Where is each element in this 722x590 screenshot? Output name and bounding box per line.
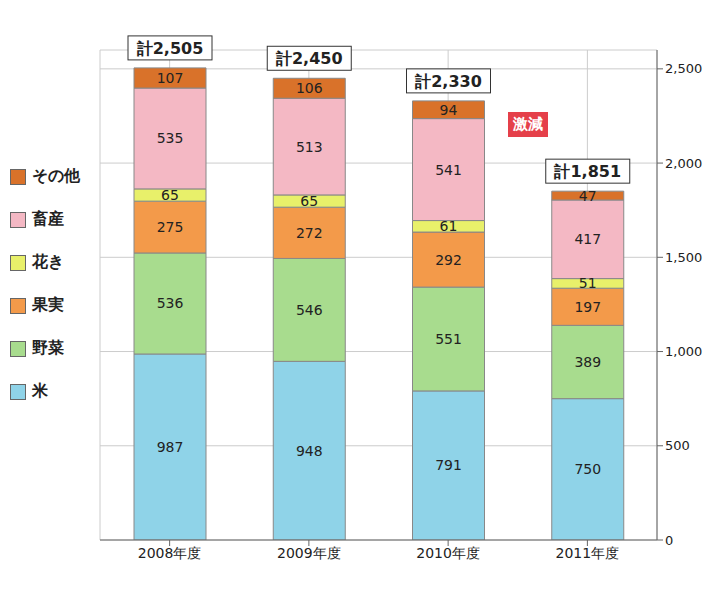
svg-text:791: 791 — [435, 457, 462, 473]
svg-text:1,500: 1,500 — [665, 250, 702, 265]
svg-text:計2,450: 計2,450 — [275, 49, 343, 68]
html-text:米: 米 — [32, 381, 48, 400]
svg-text:417: 417 — [574, 231, 601, 247]
svg-text:2009年度: 2009年度 — [277, 545, 341, 561]
svg-text:計2,505: 計2,505 — [136, 39, 204, 58]
svg-text:750: 750 — [574, 461, 601, 477]
svg-text:61: 61 — [440, 218, 458, 234]
svg-text:106: 106 — [296, 80, 323, 96]
svg-text:51: 51 — [579, 275, 597, 291]
svg-text:2010年度: 2010年度 — [416, 545, 480, 561]
svg-text:389: 389 — [574, 354, 601, 370]
svg-text:535: 535 — [157, 130, 184, 146]
svg-text:546: 546 — [296, 302, 323, 318]
svg-text:0: 0 — [665, 533, 673, 548]
html-text:果実: 果実 — [32, 295, 64, 314]
html-text:野菜: 野菜 — [32, 338, 64, 357]
html-text:畜産: 畜産 — [32, 209, 64, 228]
svg-text:275: 275 — [157, 219, 184, 235]
html-text:花き: 花き — [32, 252, 64, 271]
svg-text:94: 94 — [440, 102, 458, 118]
svg-text:2,500: 2,500 — [665, 61, 702, 76]
svg-text:513: 513 — [296, 139, 323, 155]
svg-text:2,000: 2,000 — [665, 156, 702, 171]
svg-text:65: 65 — [300, 193, 318, 209]
svg-text:2011年度: 2011年度 — [556, 545, 620, 561]
svg-text:2008年度: 2008年度 — [138, 545, 202, 561]
svg-text:197: 197 — [574, 299, 601, 315]
svg-text:1,000: 1,000 — [665, 344, 702, 359]
svg-text:292: 292 — [435, 252, 462, 268]
svg-text:987: 987 — [157, 439, 184, 455]
svg-text:541: 541 — [435, 162, 462, 178]
svg-text:計1,851: 計1,851 — [553, 162, 621, 181]
svg-text:47: 47 — [579, 188, 597, 204]
html-text:その他: その他 — [32, 166, 80, 185]
svg-text:107: 107 — [157, 70, 184, 86]
html-text:激減: 激減 — [513, 115, 543, 133]
svg-text:272: 272 — [296, 225, 323, 241]
svg-text:65: 65 — [161, 187, 179, 203]
svg-text:500: 500 — [665, 438, 690, 453]
svg-text:536: 536 — [157, 295, 184, 311]
svg-text:551: 551 — [435, 331, 462, 347]
svg-text:計2,330: 計2,330 — [414, 72, 482, 91]
svg-text:948: 948 — [296, 443, 323, 459]
